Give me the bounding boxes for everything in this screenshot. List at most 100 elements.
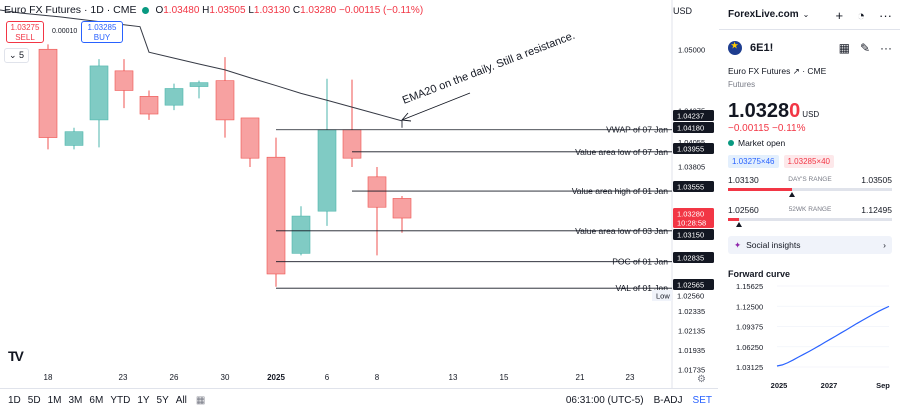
chevron-down-icon[interactable]: ⌄ (802, 10, 810, 19)
time-axis-label: 21 (576, 373, 585, 382)
chart-background (0, 0, 718, 388)
low-label: Low (656, 292, 670, 301)
eu-flag-icon (728, 41, 742, 55)
52wk-range-track (728, 218, 892, 221)
bottom-toolbar: 1D 5D 1M 3M 6M YTD 1Y 5Y All ▦ 06:31:00 (UTC-5) … (0, 388, 718, 411)
time-axis-label: 26 (170, 373, 179, 382)
price-axis-label: 1.04055 (678, 138, 705, 147)
range-button-3m[interactable]: 3M (68, 394, 83, 406)
price-tag-label: 1.03280 (677, 210, 704, 219)
day-range-fill (728, 188, 792, 191)
candle-body (114, 70, 134, 91)
edit-icon[interactable]: ✎ (859, 41, 870, 55)
instrument-name: Euro FX Futures ↗ · CME (728, 66, 827, 76)
sell-button[interactable]: 1.03275 SELL (6, 21, 44, 43)
more-options-icon[interactable]: ··· (879, 8, 892, 23)
back-adjust-toggle[interactable]: B-ADJ (653, 394, 683, 406)
day-range-marker-icon (788, 192, 795, 197)
instrument-type: Futures (728, 80, 756, 89)
ohlc-values: O1.03480 H1.03505 L1.03130 C1.03280 −0.0… (155, 4, 424, 16)
range-button-ytd[interactable]: YTD (110, 394, 131, 406)
candle-body (291, 215, 311, 254)
price-tag-label: 1.03555 (677, 183, 704, 192)
range-button-5y[interactable]: 5Y (156, 394, 169, 406)
currency-label[interactable]: USD (673, 6, 693, 16)
more-icon[interactable]: ··· (880, 41, 892, 55)
buy-button[interactable]: 1.03285 BUY (81, 21, 123, 43)
annotation-arrow (401, 92, 471, 121)
price-axis-label: 1.01735 (678, 366, 705, 375)
market-open-dot (142, 6, 150, 14)
account-name[interactable]: ForexLive.com (728, 9, 799, 20)
chart-area[interactable]: 1.050001.043751.040551.038051.023351.021… (0, 0, 718, 388)
level-line-label: Value area low of 07 Jan (575, 147, 668, 157)
time-axis-label: 15 (500, 373, 509, 382)
time-axis-label: 13 (449, 373, 458, 382)
52wk-range-marker-icon (736, 222, 743, 227)
price-tag-label: 1.03150 (677, 231, 704, 240)
watchlist-details-panel: ForexLive.com ⌄ + ◔ ··· 6E1! ▦ ✎ ··· Eur… (719, 0, 900, 411)
social-insights-button[interactable]: ✦ Social insights › (728, 236, 892, 254)
tradingview-logo-icon[interactable]: TV (8, 348, 24, 364)
analytics-icon[interactable]: ◔ (857, 8, 865, 23)
range-button-6m[interactable]: 6M (89, 394, 104, 406)
price-tag-label: 1.02565 (677, 281, 704, 290)
range-button-1y[interactable]: 1Y (137, 394, 150, 406)
price-axis-label: 1.02135 (678, 326, 705, 335)
settlement-toggle[interactable]: SET (692, 394, 712, 406)
time-axis-label: 30 (221, 373, 230, 382)
time-axis-label: 18 (44, 373, 53, 382)
forward-curve-x-label: 2025 (771, 381, 788, 390)
forward-curve-y-label: 1.03125 (736, 363, 763, 372)
clock-time[interactable]: 06:31:00 (UTC-5) (565, 394, 644, 406)
price-axis-label: 1.02335 (678, 307, 705, 316)
time-axis-label: 6 (325, 373, 330, 382)
symbol-title[interactable]: Euro FX Futures · 1D · CME (4, 4, 137, 16)
time-axis-label: 2025 (267, 373, 285, 382)
indicators-toggle[interactable]: ⌄ 5 (4, 48, 30, 63)
candle-body (317, 129, 337, 212)
range-button-5d[interactable]: 5D (27, 394, 41, 406)
candle-body (38, 48, 58, 138)
level-line-label: VAL of 01 Jan (616, 283, 669, 293)
candle-body (240, 117, 260, 159)
forward-curve-x-label: Sep (876, 381, 890, 390)
grid-icon[interactable]: ▦ (838, 41, 850, 55)
day-range-track (728, 188, 892, 191)
day-range: 1.03130 DAY'S RANGE 1.03505 (728, 175, 892, 199)
time-axis-label: 8 (375, 373, 380, 382)
price-axis-label: 1.03805 (678, 163, 705, 172)
price-tag-label: 1.02835 (677, 254, 704, 263)
price-change: −0.00115 −0.11% (728, 123, 806, 134)
forward-curve-chart[interactable]: 1.15625 1.12500 1.09375 1.06250 1.03125 2025 2… (719, 278, 900, 390)
account-header: ForexLive.com ⌄ + ◔ ··· (719, 0, 900, 30)
calendar-icon[interactable]: ▦ (195, 394, 206, 406)
ask-badge: 1.03285×40 (783, 155, 834, 168)
price-chart[interactable]: 1.050001.043751.040551.038051.023351.021… (0, 0, 718, 388)
range-buttons: 1D 5D 1M 3M 6M YTD 1Y 5Y All (8, 395, 187, 406)
external-link-icon[interactable]: ↗ (792, 66, 800, 76)
bid-ask: 1.03275×46 1.03285×40 (728, 155, 834, 168)
add-symbol-icon[interactable]: + (835, 8, 844, 23)
52wk-range: 1.02560 52WK RANGE 1.12495 (728, 205, 892, 229)
forward-curve-line (776, 305, 890, 367)
forward-curve-y-label: 1.09375 (736, 323, 763, 332)
day-low: 1.03130 (728, 175, 759, 185)
symbol-code[interactable]: 6E1! (750, 42, 774, 54)
range-button-1m[interactable]: 1M (47, 394, 62, 406)
settings-gear-icon[interactable]: ⚙ (697, 374, 706, 385)
candle-body (215, 80, 235, 121)
last-price: 1.03280 USD (728, 100, 820, 122)
candle-body (164, 88, 184, 106)
price-tag-box (673, 110, 714, 121)
low-label-box (652, 290, 672, 301)
price-tag-box (673, 252, 714, 263)
range-button-1d[interactable]: 1D (8, 394, 21, 406)
forward-curve-x-label: 2027 (821, 381, 838, 390)
candle-body (139, 96, 159, 115)
level-line-label: Value area high of 01 Jan (572, 186, 669, 196)
forward-curve-y-label: 1.12500 (736, 302, 763, 311)
price-tag-box (673, 229, 714, 240)
range-button-all[interactable]: All (175, 394, 187, 406)
price-tag-box (673, 217, 714, 228)
